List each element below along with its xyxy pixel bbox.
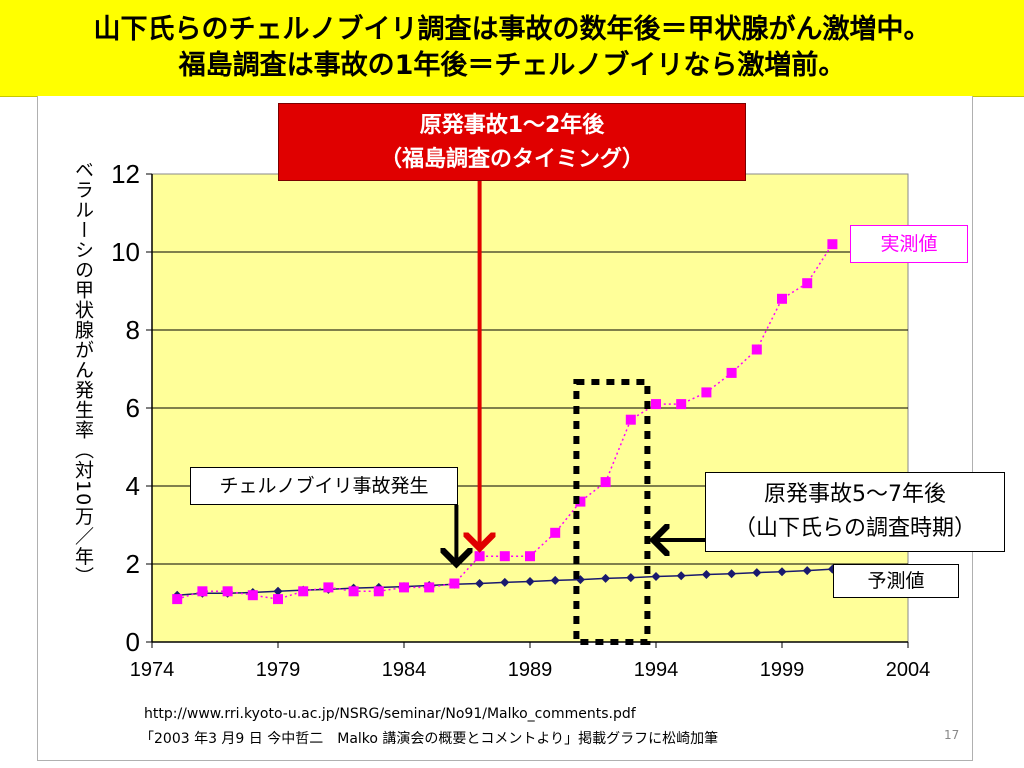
y-tick-label-10: 10	[111, 237, 140, 267]
callout-yamashita-line-1: 原発事故5〜7年後	[764, 482, 946, 507]
point-measured-1977	[222, 586, 233, 597]
point-measured-1978	[247, 590, 258, 601]
title-line-1: 山下氏らのチェルノブイリ調査は事故の数年後＝甲状腺がん激増中。	[93, 14, 931, 45]
y-tick-label-8: 8	[126, 315, 140, 345]
point-predicted-1993	[626, 573, 636, 583]
legend-measured: 実測値	[850, 225, 968, 263]
point-measured-1988	[499, 551, 510, 562]
point-measured-2000	[802, 278, 813, 289]
x-tick-label-1979: 1979	[256, 659, 301, 681]
y-tick-label-6: 6	[126, 393, 140, 423]
highlight-box-yamashita-period	[573, 379, 651, 645]
point-predicted-1990	[550, 575, 560, 585]
point-predicted-1992	[601, 573, 611, 583]
point-predicted-1997	[727, 569, 737, 579]
point-measured-1989	[525, 551, 535, 562]
point-measured-1982	[348, 586, 359, 597]
title-banner: 山下氏らのチェルノブイリ調査は事故の数年後＝甲状腺がん激増中。 福島調査は事故の…	[0, 0, 1024, 97]
callout-fukushima-line-1: 原発事故1〜2年後	[419, 113, 605, 138]
y-tick-label-12: 12	[111, 159, 140, 189]
page-number: 17	[944, 728, 960, 742]
y-tick-label-0: 0	[126, 627, 140, 657]
x-tick-label-1989: 1989	[508, 659, 553, 681]
callout-fukushima-timing: 原発事故1〜2年後 （福島調査のタイミング）	[278, 103, 746, 181]
point-measured-1976	[197, 586, 208, 597]
x-tick-label-1999: 1999	[760, 659, 805, 681]
point-measured-1998	[751, 344, 762, 355]
y-axis-label: ベラルーシの甲状腺がん発生率（対10万／年）	[72, 160, 94, 587]
point-measured-1995	[676, 399, 687, 410]
point-predicted-1996	[701, 570, 711, 580]
point-predicted-1998	[752, 568, 762, 578]
callout-fukushima-line-2: （福島調査のタイミング）	[379, 147, 644, 172]
point-measured-1981	[323, 582, 334, 593]
point-measured-1986	[449, 578, 460, 589]
point-measured-1990	[550, 527, 561, 538]
point-measured-1984	[399, 582, 409, 593]
point-measured-1975	[172, 594, 183, 605]
point-measured-1985	[424, 582, 435, 593]
source-url: http://www.rri.kyoto-u.ac.jp/NSRG/semina…	[144, 706, 636, 722]
point-measured-1996	[701, 387, 712, 398]
point-measured-1987	[474, 551, 485, 562]
point-predicted-1979	[273, 586, 283, 596]
y-tick-label-4: 4	[126, 471, 140, 501]
point-predicted-1995	[676, 571, 686, 581]
point-predicted-2000	[802, 566, 812, 576]
x-tick-label-1974: 1974	[130, 659, 175, 681]
point-predicted-1994	[651, 571, 661, 581]
x-tick-label-1984: 1984	[382, 659, 427, 681]
x-tick-label-1994: 1994	[634, 659, 679, 681]
callout-yamashita-survey: 原発事故5〜7年後 （山下氏らの調査時期）	[705, 472, 1005, 552]
series-line-measured	[176, 243, 834, 600]
source-note: 「2003 年3 月9 日 今中哲二 Malko 講演会の概要とコメントより」掲…	[140, 731, 719, 747]
point-predicted-1999	[777, 567, 787, 577]
point-measured-1980	[298, 586, 309, 597]
y-tick-label-2: 2	[126, 549, 140, 579]
point-measured-1992	[600, 477, 611, 488]
point-predicted-1988	[500, 577, 510, 587]
point-measured-1997	[726, 367, 737, 378]
point-measured-1991	[575, 496, 586, 507]
point-measured-2001	[827, 239, 838, 250]
point-predicted-1989	[525, 577, 535, 587]
point-measured-1999	[777, 293, 787, 304]
title-line-2: 福島調査は事故の1年後＝チェルノブイリなら激増前。	[178, 50, 846, 81]
point-measured-1994	[651, 399, 661, 410]
x-tick-label-2004: 2004	[886, 659, 931, 681]
point-measured-1993	[625, 414, 636, 425]
point-measured-1983	[373, 586, 384, 597]
point-predicted-1987	[475, 579, 485, 588]
legend-predicted: 予測値	[833, 564, 959, 598]
callout-yamashita-line-2: （山下氏らの調査時期）	[733, 516, 976, 541]
point-measured-1979	[273, 594, 283, 605]
callout-chernobyl-accident: チェルノブイリ事故発生	[190, 467, 458, 505]
